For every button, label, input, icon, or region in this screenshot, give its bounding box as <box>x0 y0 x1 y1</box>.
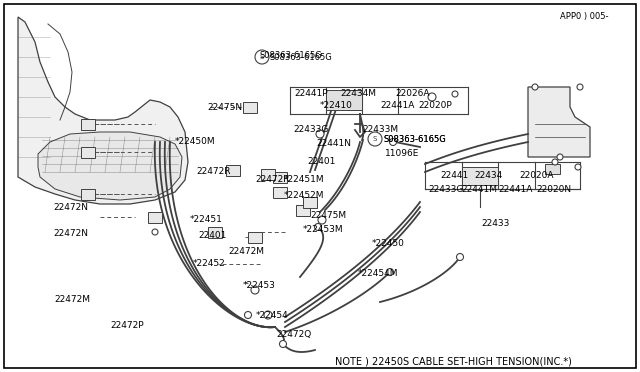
Polygon shape <box>528 87 590 157</box>
Text: S08363-6165G: S08363-6165G <box>383 135 445 144</box>
Text: *22451M: *22451M <box>284 176 324 185</box>
Circle shape <box>575 164 581 170</box>
Text: 22472R: 22472R <box>255 176 289 185</box>
Text: *22410: *22410 <box>320 102 353 110</box>
Circle shape <box>387 269 394 276</box>
Polygon shape <box>545 164 560 174</box>
Text: 22441: 22441 <box>440 171 468 180</box>
Bar <box>462 167 498 185</box>
Text: 22433G: 22433G <box>293 125 328 134</box>
Text: APP0 ) 005-: APP0 ) 005- <box>560 12 609 21</box>
Circle shape <box>452 91 458 97</box>
Text: 22441P: 22441P <box>294 90 328 99</box>
Circle shape <box>280 340 287 347</box>
Bar <box>261 169 275 180</box>
Circle shape <box>368 132 382 146</box>
Text: 22472R: 22472R <box>196 167 230 176</box>
Text: S: S <box>260 54 264 60</box>
Bar <box>326 90 362 110</box>
Text: 22020P: 22020P <box>418 102 452 110</box>
Text: 22433M: 22433M <box>362 125 398 134</box>
Bar <box>148 212 162 223</box>
Circle shape <box>428 93 436 101</box>
Polygon shape <box>18 17 188 204</box>
Text: 22472M: 22472M <box>228 247 264 257</box>
Text: *22454: *22454 <box>256 311 289 321</box>
Text: 22441N: 22441N <box>316 140 351 148</box>
Text: 22401: 22401 <box>307 157 335 167</box>
Circle shape <box>390 138 397 145</box>
Text: 22434M: 22434M <box>340 90 376 99</box>
Text: 22472N: 22472N <box>53 203 88 212</box>
Text: 11096E: 11096E <box>385 150 419 158</box>
Circle shape <box>552 159 558 165</box>
Circle shape <box>152 229 158 235</box>
Circle shape <box>244 311 252 318</box>
Bar <box>81 189 95 200</box>
Circle shape <box>251 286 259 294</box>
Bar <box>81 147 95 158</box>
Circle shape <box>577 84 583 90</box>
Text: 22026A: 22026A <box>395 90 429 99</box>
Text: *22452: *22452 <box>193 260 226 269</box>
Text: 22020N: 22020N <box>536 185 571 193</box>
Text: 22441A: 22441A <box>380 102 414 110</box>
Circle shape <box>314 224 321 231</box>
Bar <box>243 102 257 113</box>
Text: 22433G: 22433G <box>428 185 463 193</box>
Bar <box>226 165 240 176</box>
Text: *22452M: *22452M <box>284 190 324 199</box>
Text: *22453: *22453 <box>243 282 276 291</box>
Circle shape <box>318 216 326 224</box>
Circle shape <box>264 311 272 319</box>
Text: 22475N: 22475N <box>207 103 242 112</box>
Text: 22020A: 22020A <box>519 171 554 180</box>
Text: *22454M: *22454M <box>358 269 399 279</box>
Text: *22450M: *22450M <box>175 138 216 147</box>
Circle shape <box>456 253 463 260</box>
Bar <box>248 232 262 243</box>
Text: 22441M: 22441M <box>461 185 497 193</box>
Text: 22433: 22433 <box>481 219 509 228</box>
Text: *22450: *22450 <box>372 240 405 248</box>
Text: S08363-6165G: S08363-6165G <box>260 51 323 61</box>
Bar <box>208 227 222 238</box>
Polygon shape <box>38 132 182 200</box>
Bar <box>273 172 287 183</box>
Text: 22434: 22434 <box>474 171 502 180</box>
Text: 22472Q: 22472Q <box>276 330 311 339</box>
Text: 22401: 22401 <box>198 231 227 240</box>
Bar <box>303 197 317 208</box>
Text: NOTE ) 22450S CABLE SET-HIGH TENSION(INC.*): NOTE ) 22450S CABLE SET-HIGH TENSION(INC… <box>335 357 572 367</box>
Circle shape <box>557 154 563 160</box>
Text: 22472N: 22472N <box>53 230 88 238</box>
Text: S08363-6165G: S08363-6165G <box>270 52 333 61</box>
Bar <box>296 205 310 216</box>
Text: 22472P: 22472P <box>110 321 143 330</box>
Text: S: S <box>373 136 377 142</box>
Bar <box>273 187 287 198</box>
Bar <box>81 119 95 130</box>
Circle shape <box>532 84 538 90</box>
Text: 22475M: 22475M <box>310 211 346 219</box>
Text: *22451: *22451 <box>190 215 223 224</box>
Text: 22441A: 22441A <box>498 185 532 193</box>
Text: 22472M: 22472M <box>54 295 90 305</box>
Circle shape <box>255 50 269 64</box>
Text: S08363-6165G: S08363-6165G <box>383 135 445 144</box>
Circle shape <box>316 130 324 138</box>
Text: *22453M: *22453M <box>303 225 344 234</box>
